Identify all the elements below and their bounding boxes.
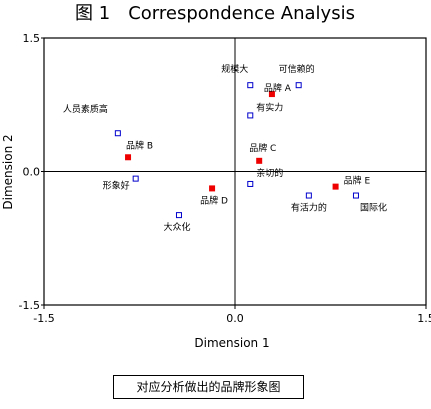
brand-point <box>209 185 216 192</box>
y-tick-label: 1.5 <box>23 32 41 45</box>
brand-point-label: 品牌 E <box>344 175 371 187</box>
brand-point <box>125 154 132 161</box>
attribute-point-label: 大众化 <box>163 221 190 233</box>
x-tick-label: 0.0 <box>226 312 244 325</box>
attribute-point-label: 规模大 <box>221 63 248 75</box>
axis-ticks: -1.5 0.0 1.5 1.5 0.0 -1.5 <box>19 32 431 325</box>
attribute-point-label: 有实力 <box>256 101 283 113</box>
attribute-point-label: 国际化 <box>360 202 387 214</box>
brand-point-label: 品牌 C <box>249 142 276 154</box>
attribute-point <box>132 175 139 182</box>
x-tick-label: -1.5 <box>33 312 54 325</box>
attribute-point <box>305 192 312 199</box>
attribute-point-label: 形象好 <box>103 180 130 192</box>
attribute-point-label: 亲切的 <box>256 167 283 179</box>
x-tick-label: 1.5 <box>417 312 431 325</box>
reference-lines <box>44 38 426 305</box>
brand-point-label: 品牌 A <box>264 82 292 94</box>
brand-point <box>256 157 263 164</box>
attribute-point-label: 有活力的 <box>291 202 327 214</box>
brand-point <box>332 183 339 190</box>
brand-point <box>268 91 275 98</box>
attribute-point <box>247 180 254 187</box>
attribute-point <box>352 192 359 199</box>
brand-point-label: 品牌 D <box>200 194 228 206</box>
attribute-point <box>295 82 302 89</box>
y-axis-label: Dimension 2 <box>1 134 15 209</box>
attribute-point <box>247 112 254 119</box>
attribute-point-label: 人员素质高 <box>63 103 108 115</box>
brand-point-label: 品牌 B <box>126 139 153 151</box>
attribute-point <box>175 212 182 219</box>
chart-title: 图 1 Correspondence Analysis <box>75 3 355 24</box>
attribute-point-label: 可信赖的 <box>279 63 315 75</box>
attribute-point <box>114 130 121 137</box>
figure-caption: 对应分析做出的品牌形象图 <box>113 375 304 399</box>
y-tick-label: -1.5 <box>19 299 40 312</box>
attribute-point <box>247 82 254 89</box>
x-axis-label: Dimension 1 <box>194 336 269 350</box>
y-tick-label: 0.0 <box>23 166 41 179</box>
